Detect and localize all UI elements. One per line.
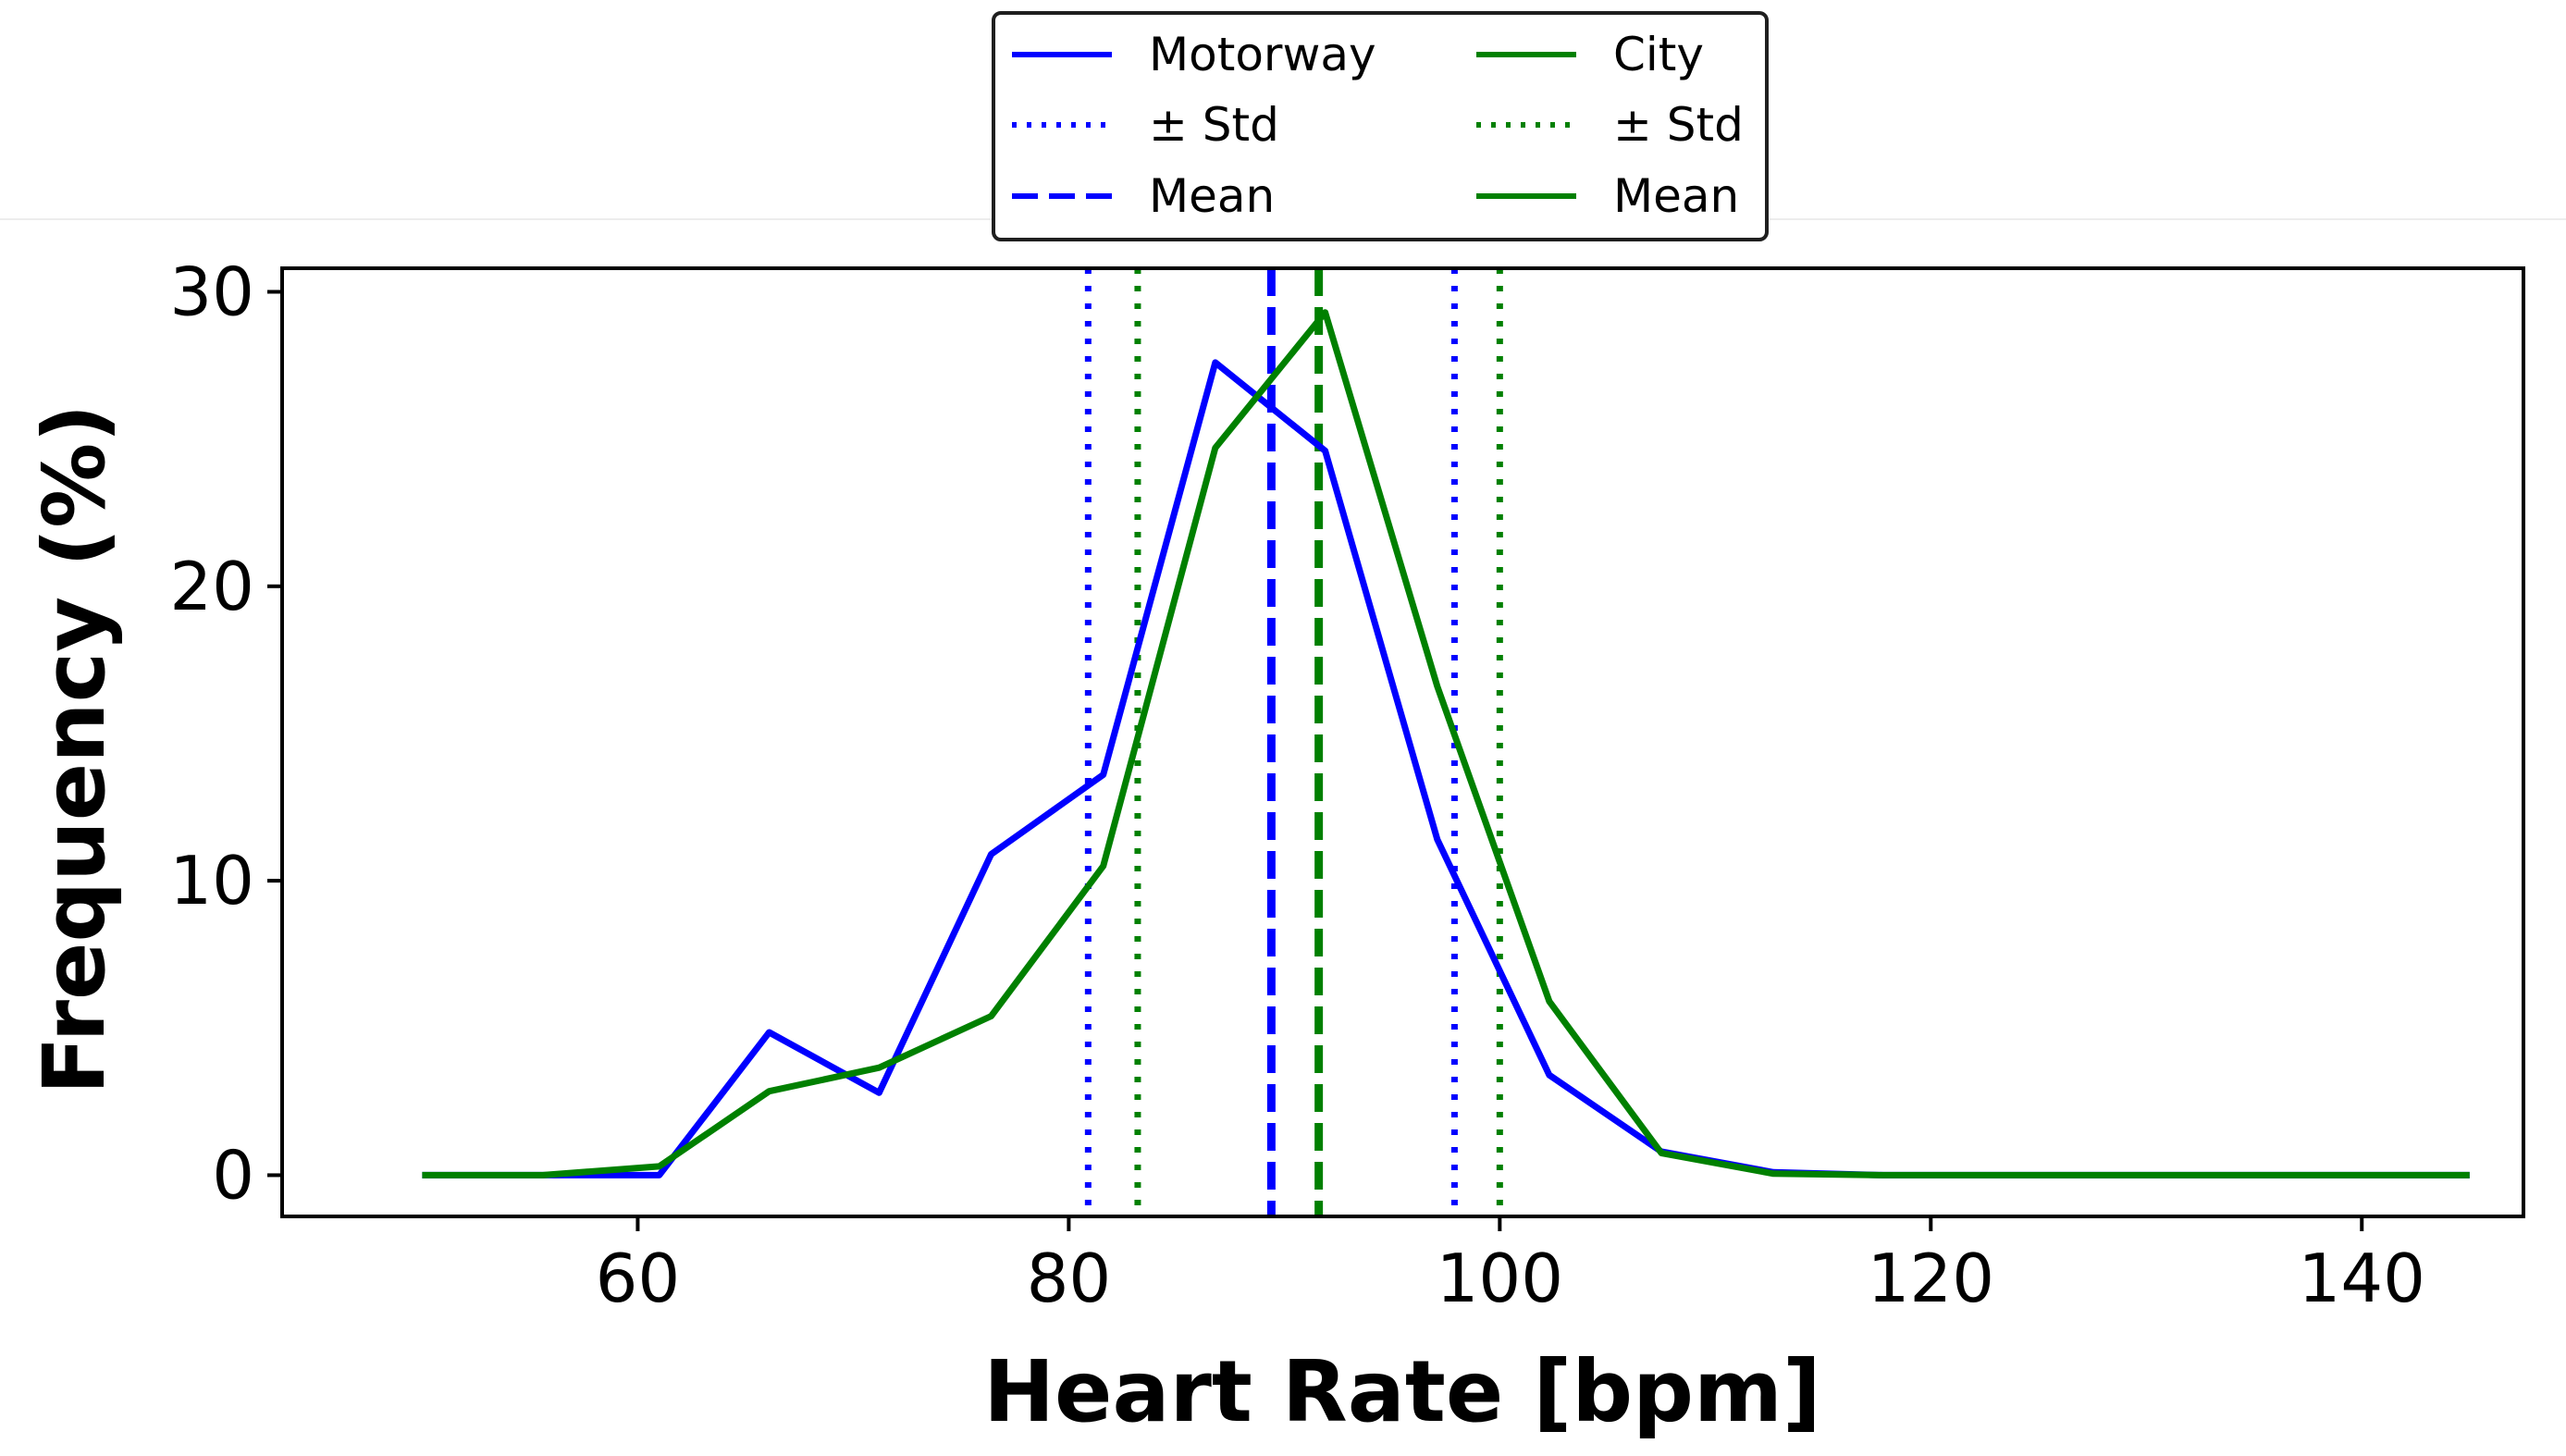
y-axis-label: Frequency (%) bbox=[25, 404, 124, 1095]
x-tick-label-140: 140 bbox=[2299, 1240, 2425, 1317]
legend-label-0: Motorway bbox=[1149, 28, 1376, 81]
city-series-line bbox=[422, 309, 2470, 1178]
legend-box bbox=[992, 11, 1769, 241]
y-axis: 0 10 20 30 bbox=[169, 253, 282, 1214]
y-tick-label-30: 30 bbox=[169, 253, 254, 330]
legend: Motorway ± Std Mean City ± Std Mean bbox=[992, 11, 1769, 241]
plot-area bbox=[280, 266, 2525, 1218]
x-axis: 60 80 100 120 140 bbox=[596, 1216, 2425, 1317]
x-tick-label-60: 60 bbox=[596, 1240, 681, 1317]
legend-label-4: ± Std bbox=[1613, 98, 1744, 152]
legend-label-2: Mean bbox=[1149, 169, 1275, 223]
reference-lines bbox=[1084, 268, 1503, 1216]
legend-label-3: City bbox=[1613, 28, 1704, 81]
plot-frame bbox=[280, 266, 2525, 1218]
y-tick-label-10: 10 bbox=[169, 842, 254, 919]
series-lines bbox=[422, 309, 2470, 1178]
legend-label-1: ± Std bbox=[1149, 98, 1279, 152]
x-tick-label-100: 100 bbox=[1437, 1240, 1563, 1317]
y-tick-label-0: 0 bbox=[212, 1136, 254, 1214]
x-tick-label-80: 80 bbox=[1027, 1240, 1112, 1317]
legend-label-5: Mean bbox=[1613, 169, 1739, 223]
x-axis-label: Heart Rate [bpm] bbox=[983, 1342, 1821, 1441]
x-tick-label-120: 120 bbox=[1868, 1240, 1994, 1317]
y-tick-label-20: 20 bbox=[169, 548, 254, 625]
